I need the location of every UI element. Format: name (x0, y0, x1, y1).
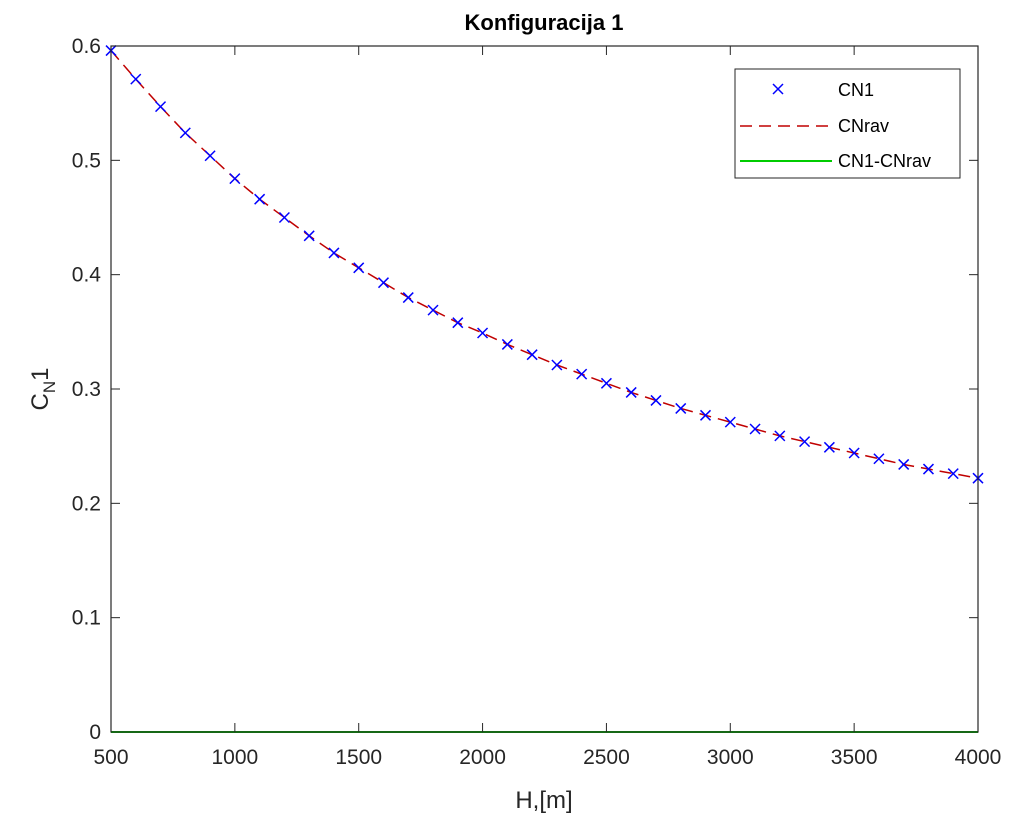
data-point-cn1 (353, 262, 365, 274)
legend-item-cn1: CN1 (772, 80, 874, 100)
legend-label-cnrav: CNrav (838, 116, 889, 136)
svg-text:CN1: CN1 (27, 368, 59, 411)
legend-label-cn1: CN1 (838, 80, 874, 100)
data-point-cn1 (452, 317, 464, 329)
data-point-cn1 (774, 430, 786, 442)
data-point-cn1 (600, 377, 612, 389)
data-point-cn1 (254, 193, 266, 205)
legend-item-cnrav: CNrav (740, 116, 889, 136)
series-line-cnrav (110, 50, 979, 479)
x-tick-label: 1000 (211, 746, 258, 769)
data-point-cn1 (898, 458, 910, 470)
y-tick-label: 0.5 (72, 149, 101, 172)
data-point-cn1 (501, 338, 513, 350)
y-tick-label: 0.6 (72, 35, 101, 58)
data-point-cn1 (204, 150, 216, 162)
data-point-cn1 (947, 468, 959, 480)
x-tick-label: 1500 (335, 746, 382, 769)
chart-title: Konfiguracija 1 (465, 10, 624, 35)
data-point-cn1 (625, 386, 637, 398)
data-point-cn1 (699, 409, 712, 421)
data-point-cn1 (823, 441, 835, 453)
data-point-cn1 (377, 277, 390, 289)
data-point-cn1 (650, 394, 662, 406)
x-tick-label: 2500 (583, 746, 630, 769)
y-axis-label-suffix: 1 (27, 368, 54, 381)
y-axis-label-subscript: N (40, 381, 59, 393)
data-point-cn1 (402, 292, 414, 304)
y-tick-label: 0.2 (72, 492, 101, 515)
y-tick-label: 0.4 (72, 264, 102, 287)
x-tick-label: 500 (93, 746, 128, 769)
data-point-cn1 (477, 327, 489, 339)
x-axis-label: H,[m] (515, 787, 572, 814)
data-point-cn1 (155, 101, 167, 113)
data-point-cn1 (576, 368, 588, 380)
x-tick-label: 3500 (831, 746, 878, 769)
data-point-cn1 (873, 453, 885, 465)
y-axis-label: CN1 (27, 368, 59, 411)
ticks-layer: 500 1000 1500 2000 2500 3000 3500 4000 0 0.1 0.2 0.… (72, 35, 1002, 769)
data-point-cn1 (229, 173, 241, 185)
data-point-cn1 (303, 230, 315, 242)
x-tick-label: 3000 (707, 746, 754, 769)
data-point-cn1 (848, 447, 860, 459)
y-axis-label-main: C (27, 393, 54, 410)
data-point-cn1 (526, 349, 538, 361)
y-tick-label: 0 (89, 721, 101, 744)
y-tick-label: 0.3 (72, 378, 101, 401)
legend-marker-x-icon (772, 83, 784, 95)
data-point-cn1 (724, 416, 736, 428)
data-point-cn1 (328, 247, 340, 259)
legend-label-cn1-cnrav: CN1-CNrav (838, 151, 931, 171)
data-point-cn1 (130, 73, 142, 85)
data-point-cn1 (179, 127, 191, 139)
x-tick-label: 4000 (955, 746, 1002, 769)
legend: CN1 CNrav CN1-CNrav (734, 68, 961, 179)
legend-item-cn1-cnrav: CN1-CNrav (740, 151, 931, 171)
data-point-cn1 (799, 436, 811, 448)
x-tick-label: 2000 (459, 746, 506, 769)
y-tick-label: 0.1 (72, 607, 101, 630)
data-point-cn1 (675, 402, 687, 414)
data-point-cn1 (922, 463, 934, 475)
data-point-cn1 (427, 304, 439, 316)
data-point-cn1 (749, 423, 761, 435)
legend-box (734, 68, 961, 179)
data-point-cn1 (551, 359, 563, 371)
data-point-cn1 (278, 211, 290, 224)
